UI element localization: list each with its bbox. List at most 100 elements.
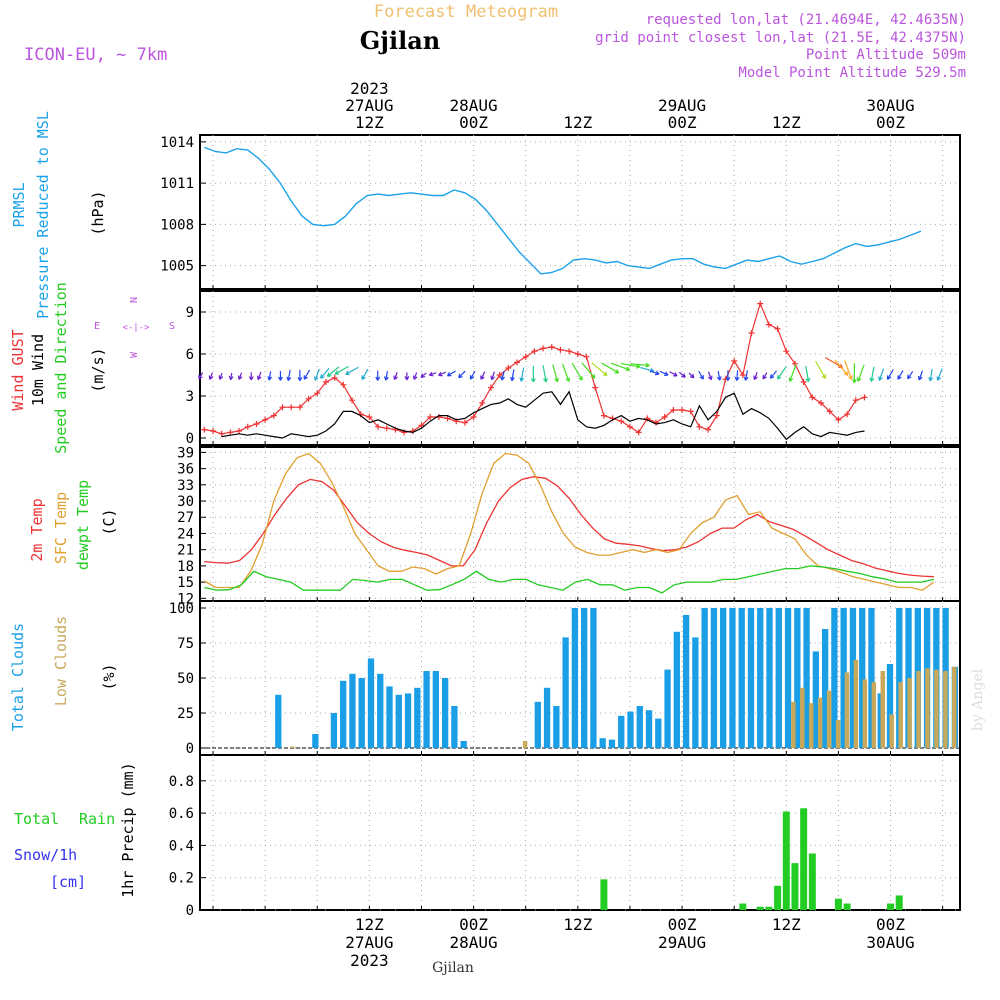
wind-arrow-head xyxy=(769,374,775,379)
wind-arrow-head xyxy=(383,376,389,381)
wind-arrow-head xyxy=(326,372,332,377)
bottom-time-label: 29AUG xyxy=(658,933,706,952)
wind-arrow xyxy=(491,371,496,380)
gust-point xyxy=(236,428,243,434)
gust-point xyxy=(288,404,295,411)
panel-wind: 0 3 6 9 xyxy=(186,290,961,447)
gust-point xyxy=(349,397,355,404)
gust-point xyxy=(679,407,686,413)
gust-point xyxy=(418,422,425,429)
wind-arrow-head xyxy=(208,375,214,380)
wind-arrow-head xyxy=(928,376,934,382)
wind-arrow xyxy=(878,368,885,381)
wind-arrow xyxy=(361,368,369,380)
wind-arrow-head xyxy=(878,376,883,381)
total-cloud-bar xyxy=(720,608,727,748)
total-cloud-bar xyxy=(710,608,718,748)
y-tick-label: 0 xyxy=(186,741,194,757)
wind-arrow-head xyxy=(428,371,434,377)
rain-label: Rain xyxy=(79,810,115,828)
gust-point xyxy=(201,426,208,433)
wind-arrow xyxy=(929,368,933,381)
total-cloud-bar xyxy=(562,637,569,748)
y-tick-label: 33 xyxy=(177,478,194,494)
wind-arrow xyxy=(469,370,476,380)
total-cloud-bar xyxy=(766,608,773,748)
snow-unit: [cm] xyxy=(50,873,86,891)
total-cloud-bar xyxy=(358,678,365,748)
gust-point xyxy=(852,397,859,404)
wind-arrow xyxy=(620,362,640,368)
wind-arrow xyxy=(678,371,686,378)
total-cloud-bar xyxy=(599,738,606,748)
gust-line xyxy=(204,301,865,435)
wind-arrow xyxy=(447,370,456,377)
gust-point xyxy=(635,429,642,436)
wind-arrow-head xyxy=(286,376,292,381)
gust-point xyxy=(331,374,338,381)
clouds-unit: (%) xyxy=(100,663,118,690)
gust-point xyxy=(739,372,746,378)
total-cloud-bar xyxy=(543,687,551,748)
total-cloud-bar xyxy=(404,693,412,748)
wind-arrow-head xyxy=(788,377,794,382)
low-cloud-bar xyxy=(943,671,948,748)
y-tick-label: 18 xyxy=(177,559,194,575)
low-cloud-bar xyxy=(835,720,841,748)
wind-arrow-head xyxy=(848,375,853,380)
wind-arrow-head xyxy=(480,375,485,380)
gust-point xyxy=(661,414,668,420)
gust-point xyxy=(818,400,825,406)
wind-arrow xyxy=(511,369,515,381)
total-cloud-bar xyxy=(534,701,541,748)
wind-arrow-head xyxy=(734,376,740,381)
wind-arrow-head xyxy=(446,372,452,377)
wind-arrow-head xyxy=(297,376,303,382)
wind-arrow-head xyxy=(699,375,704,380)
y-tick-label: 12 xyxy=(177,591,194,607)
y-tick-label: 3 xyxy=(186,389,194,405)
rain-bar xyxy=(843,903,851,910)
top-time-label: 00Z xyxy=(459,113,488,132)
gust-point xyxy=(314,390,321,397)
compass-north: N xyxy=(129,297,140,303)
pressure-unit: (hPa) xyxy=(89,190,107,235)
total-cloud-bar xyxy=(757,608,764,748)
total-cloud-bar xyxy=(821,629,829,748)
wind-arrow-head xyxy=(907,374,912,380)
low-cloud-bar xyxy=(791,701,796,748)
panel-frame xyxy=(199,290,961,446)
gust-point xyxy=(322,379,329,385)
rain-bar xyxy=(782,811,790,910)
wind-arrow-head xyxy=(805,377,811,383)
total-cloud-bar xyxy=(441,678,449,748)
rain-bar xyxy=(791,863,799,910)
total-cloud-bar xyxy=(423,671,430,748)
total-cloud-bar xyxy=(645,710,653,748)
low-clouds-label: Low Clouds xyxy=(52,616,70,706)
wind-arrow-head xyxy=(345,370,350,375)
bottom-time-label: 12Z xyxy=(563,915,592,934)
panel-frame xyxy=(199,134,961,290)
wind-arrow xyxy=(591,362,608,376)
low-cloud-bar xyxy=(800,687,805,748)
sfc-temp-label: SFC Temp xyxy=(52,492,70,564)
gust-point xyxy=(670,407,677,413)
wind-arrow-head xyxy=(590,374,596,379)
gust-point xyxy=(270,412,277,419)
y-tick-label: 27 xyxy=(177,510,194,526)
gust-point xyxy=(383,425,390,432)
y-tick-label: 15 xyxy=(177,575,194,591)
total-cloud-bar xyxy=(581,608,588,748)
wind-label: 10m Wind xyxy=(29,334,47,406)
wind-arrow xyxy=(669,371,678,377)
wind-arrow-head xyxy=(716,376,722,381)
gust-point xyxy=(835,416,842,423)
gust-point xyxy=(826,408,833,415)
total-cloud-bar xyxy=(553,706,560,748)
panel-pressure: 1005 1008 1011 1014 xyxy=(160,134,961,290)
wind-arrow-head xyxy=(404,376,410,381)
wind-arrow-head xyxy=(303,375,308,380)
precip-unit: 1hr Precip (mm) xyxy=(119,762,137,897)
